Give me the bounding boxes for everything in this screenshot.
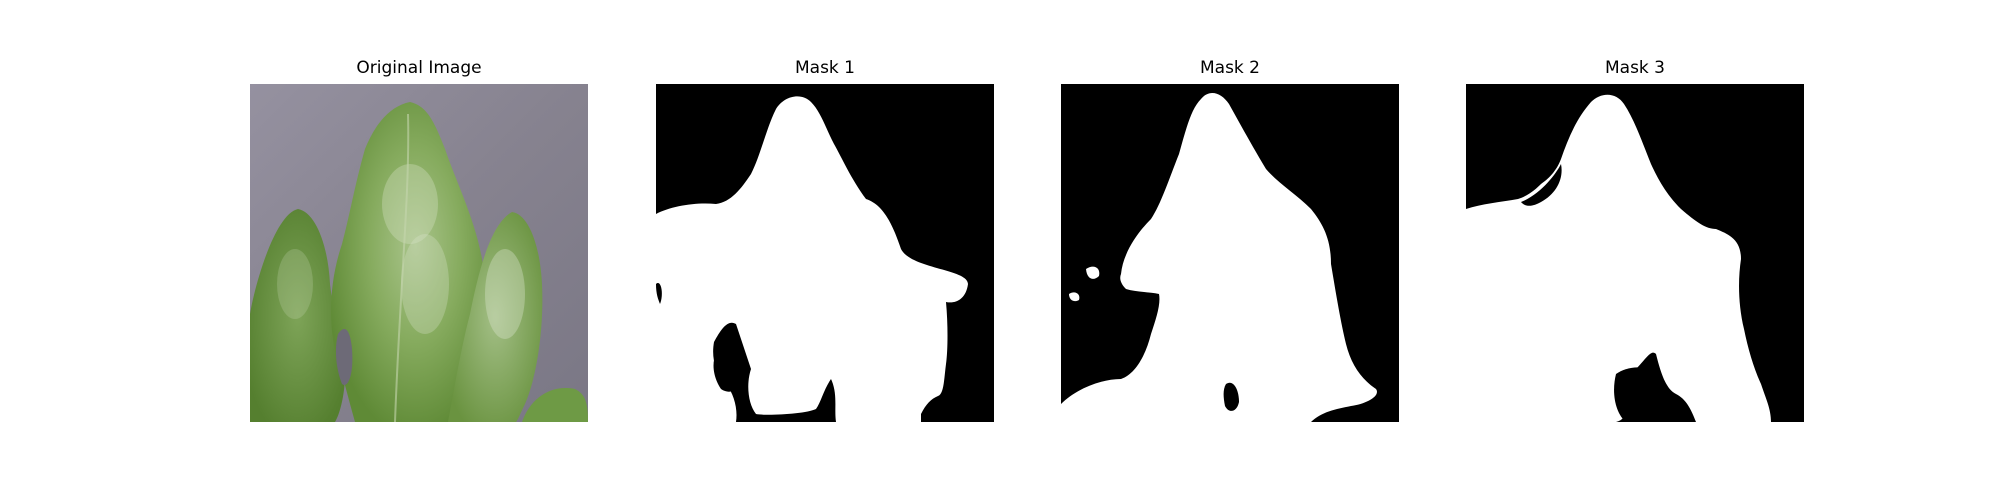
mask-1-image [656, 84, 994, 422]
mask-3-image [1466, 84, 1804, 422]
mask-2-image [1061, 84, 1399, 422]
panel-title-mask-3: Mask 3 [1604, 58, 1665, 78]
original-image-panel [250, 84, 588, 422]
original-leaf-image [250, 84, 588, 422]
mask-3-panel [1466, 84, 1804, 422]
panel-title-original: Original Image [356, 58, 482, 78]
panel-title-mask-1: Mask 1 [794, 58, 855, 78]
mask-1-panel [656, 84, 994, 422]
panel-title-mask-2: Mask 2 [1199, 58, 1260, 78]
mask-2-panel [1061, 84, 1399, 422]
